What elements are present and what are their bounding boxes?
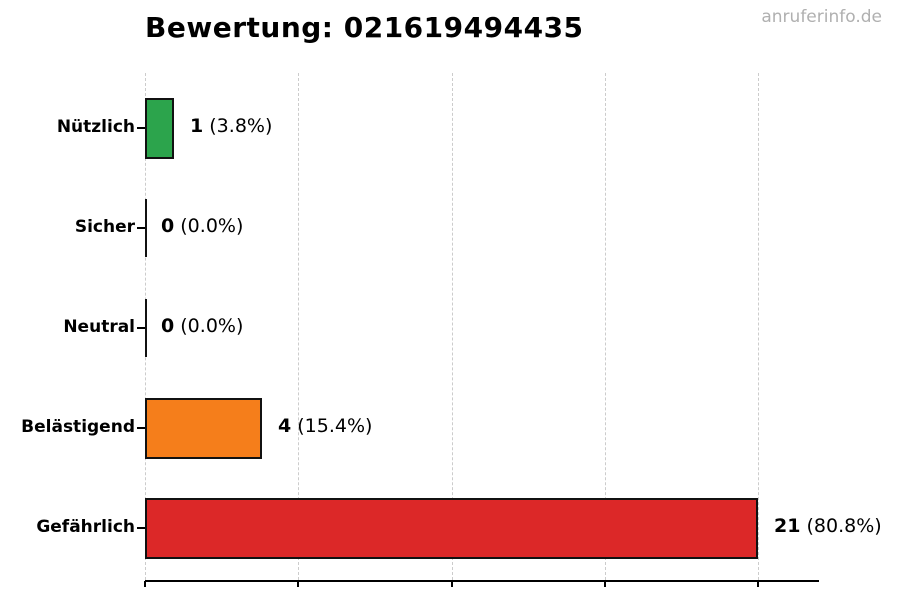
- plot-area: [145, 73, 819, 582]
- value-percent: (15.4%): [291, 415, 373, 437]
- y-axis-tick: [137, 327, 145, 329]
- bar-sicher: [145, 199, 147, 257]
- bar-belästigend: [145, 397, 262, 459]
- value-percent: (0.0%): [174, 215, 244, 237]
- gridline: [758, 73, 759, 580]
- y-axis-tick: [137, 127, 145, 129]
- category-label: Gefährlich: [36, 517, 135, 537]
- value-label: 0 (0.0%): [161, 315, 243, 337]
- value-count: 0: [161, 215, 175, 237]
- category-label: Belästigend: [21, 417, 135, 437]
- bar-gefährlich: [145, 497, 758, 559]
- bar-nützlich: [145, 97, 174, 159]
- gridline: [604, 73, 606, 580]
- x-axis-tick: [297, 581, 300, 587]
- value-percent: (3.8%): [203, 115, 273, 137]
- x-axis-tick: [757, 581, 759, 587]
- bar-neutral: [145, 299, 147, 357]
- x-axis-tick: [603, 581, 606, 587]
- x-axis-tick: [450, 581, 453, 587]
- y-axis-tick: [137, 227, 145, 229]
- x-axis-tick: [144, 581, 146, 587]
- y-axis-tick: [137, 527, 145, 529]
- gridline: [451, 73, 453, 580]
- category-label: Neutral: [63, 317, 135, 337]
- value-count: 4: [278, 415, 292, 437]
- value-percent: (0.0%): [174, 315, 244, 337]
- category-label: Nützlich: [56, 117, 135, 137]
- value-label: 4 (15.4%): [278, 415, 372, 437]
- y-axis-tick: [137, 427, 145, 429]
- value-label: 0 (0.0%): [161, 215, 243, 237]
- value-percent: (80.8%): [800, 515, 882, 537]
- gridline: [298, 73, 300, 580]
- chart-title: Bewertung: 021619494435: [145, 11, 584, 44]
- value-label: 1 (3.8%): [190, 115, 272, 137]
- value-label: 21 (80.8%): [774, 515, 882, 537]
- watermark-text: anruferinfo.de: [761, 7, 882, 27]
- value-count: 21: [774, 515, 801, 537]
- category-label: Sicher: [74, 217, 135, 237]
- value-count: 0: [161, 315, 175, 337]
- value-count: 1: [190, 115, 204, 137]
